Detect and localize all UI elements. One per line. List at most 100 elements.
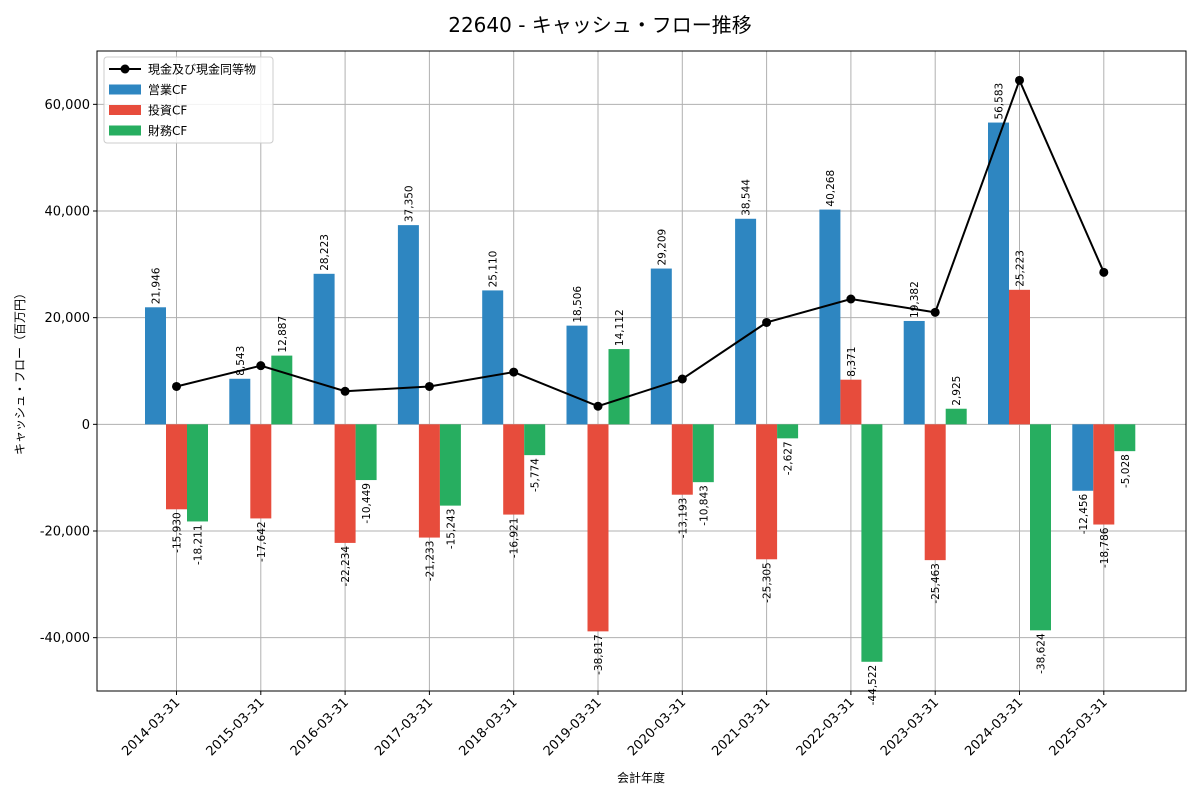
bar-data-label: -18,211 xyxy=(193,524,205,565)
cash-line-point xyxy=(509,367,519,377)
bar-data-label: -16,921 xyxy=(509,518,521,559)
x-tick-label: 2021-03-31 xyxy=(709,695,773,759)
y-tick-label: -20,000 xyxy=(40,525,90,540)
bar xyxy=(756,424,778,560)
x-tick-label: 2023-03-31 xyxy=(878,695,942,759)
x-tick-label: 2019-03-31 xyxy=(541,695,605,759)
bar-data-label: 8,371 xyxy=(846,347,858,377)
bar-data-label: -44,522 xyxy=(867,665,879,706)
x-tick-label: 2020-03-31 xyxy=(625,695,689,759)
bar xyxy=(439,424,461,506)
legend-swatch xyxy=(109,105,141,115)
legend-box xyxy=(103,56,274,144)
bar-data-label: -15,243 xyxy=(445,509,457,550)
y-tick-label: -40,000 xyxy=(40,631,90,646)
legend-label: 投資CF xyxy=(148,103,187,118)
bar-data-label: 8,543 xyxy=(235,346,247,376)
bar xyxy=(861,424,883,662)
y-tick-label: 20,000 xyxy=(45,311,91,326)
bar-data-label: -13,193 xyxy=(677,498,689,539)
bar xyxy=(945,408,967,425)
bar-data-label: -5,774 xyxy=(530,458,542,492)
bar xyxy=(777,424,799,439)
bar-data-label: 38,544 xyxy=(741,179,753,216)
bar-data-label: -25,463 xyxy=(930,563,942,604)
bar xyxy=(503,424,525,515)
bar xyxy=(924,424,946,561)
bar-data-label: -25,305 xyxy=(762,562,774,603)
x-tick-label: 2024-03-31 xyxy=(962,695,1026,759)
bar xyxy=(313,273,335,425)
bar-data-label: -12,456 xyxy=(1078,493,1090,534)
legend-label: 現金及び現金同等物 xyxy=(148,62,256,77)
bar xyxy=(840,379,862,425)
bar xyxy=(1009,289,1030,425)
legend-swatch xyxy=(109,125,141,136)
cash-line-point xyxy=(340,386,350,396)
bar xyxy=(166,424,187,510)
chart-title: 22640 - キャッシュ・フロー推移 xyxy=(448,13,752,37)
bar xyxy=(355,424,377,481)
x-tick-label: 2025-03-31 xyxy=(1047,695,1111,759)
bar xyxy=(271,355,293,425)
bar xyxy=(735,218,757,425)
bar xyxy=(608,349,630,425)
bar-data-label: -22,234 xyxy=(340,546,352,587)
bar xyxy=(1072,424,1094,491)
bar xyxy=(524,424,546,456)
bar xyxy=(692,424,714,483)
bar-data-label: 40,268 xyxy=(825,170,837,207)
bar xyxy=(145,307,166,425)
bar-data-label: 18,506 xyxy=(572,286,584,323)
bar xyxy=(903,320,925,425)
bar xyxy=(334,424,356,543)
bar xyxy=(1114,424,1136,452)
bar xyxy=(988,122,1009,425)
y-axis-label: キャッシュ・フロー（百万円） xyxy=(13,287,27,455)
bar-data-label: 19,382 xyxy=(909,281,921,318)
cash-line-point xyxy=(424,381,434,391)
x-tick-label: 2018-03-31 xyxy=(456,695,520,759)
cash-line-point xyxy=(1015,75,1024,85)
cash-line-point xyxy=(1099,267,1109,277)
x-tick-label: 2017-03-31 xyxy=(372,695,436,759)
bar-data-label: -15,930 xyxy=(172,512,184,553)
plot-frame xyxy=(96,50,1187,692)
legend-label: 財務CF xyxy=(148,123,187,138)
bar-data-label: 25,110 xyxy=(488,251,500,288)
bar xyxy=(187,424,208,522)
bar-data-label: -38,817 xyxy=(593,634,605,675)
y-tick-label: 0 xyxy=(82,418,90,433)
bar-data-label: -5,028 xyxy=(1120,454,1132,488)
cash-line-point xyxy=(677,374,687,384)
bar xyxy=(650,268,672,425)
cash-line-point xyxy=(256,361,266,371)
bar-data-label: -10,449 xyxy=(361,483,373,524)
bar xyxy=(1030,424,1051,631)
bar-data-label: 14,112 xyxy=(614,309,626,346)
x-tick-label: 2014-03-31 xyxy=(119,695,183,759)
bar-data-label: 2,925 xyxy=(951,376,963,406)
bar xyxy=(671,424,693,495)
bar-data-label: -10,843 xyxy=(698,485,710,526)
bar xyxy=(587,424,609,632)
legend-label: 営業CF xyxy=(148,83,187,97)
cash-line-point xyxy=(930,307,940,317)
cash-line-point xyxy=(172,381,181,391)
bar-data-label: -18,786 xyxy=(1099,527,1111,568)
bar-data-label: 25,223 xyxy=(1015,250,1027,287)
grid-layer xyxy=(97,51,1186,691)
bar-data-label: 12,887 xyxy=(277,316,289,353)
cash-line-point xyxy=(593,401,603,411)
x-axis-label: 会計年度 xyxy=(617,770,665,785)
bar xyxy=(819,209,841,425)
bar xyxy=(1093,424,1115,525)
legend-swatch xyxy=(109,84,141,95)
bar xyxy=(418,424,440,538)
bar xyxy=(229,378,251,425)
bar-data-label: 21,946 xyxy=(151,267,163,304)
cash-line-point xyxy=(846,294,856,304)
